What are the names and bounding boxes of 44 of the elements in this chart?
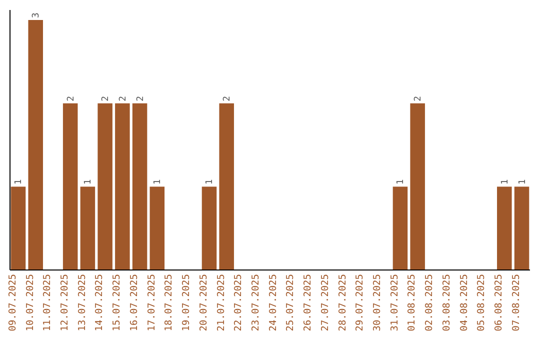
- x-tick-label: 25.07.2025: [285, 274, 296, 332]
- data-label: 1: [518, 179, 528, 185]
- data-label: 2: [414, 96, 424, 102]
- x-tick-label: 07.08.2025: [510, 274, 522, 332]
- x-tick-label: 01.08.2025: [406, 274, 418, 332]
- data-label: 2: [136, 96, 146, 102]
- x-tick-label: 30.07.2025: [372, 274, 384, 332]
- x-tick-label: 20.07.2025: [198, 274, 210, 332]
- data-label: 1: [500, 179, 510, 185]
- x-tick-label: 12.07.2025: [59, 274, 70, 332]
- x-tick-label: 14.07.2025: [94, 274, 106, 332]
- data-label: 2: [66, 96, 76, 102]
- x-tick-label: 11.07.2025: [42, 274, 54, 332]
- x-tick-label: 26.07.2025: [302, 274, 314, 332]
- x-tick-label: 03.08.2025: [441, 274, 452, 332]
- data-label: 1: [153, 179, 164, 185]
- data-label: 1: [14, 179, 24, 185]
- x-tick-label: 19.07.2025: [181, 274, 192, 332]
- x-tick-label: 29.07.2025: [354, 274, 366, 332]
- data-label: 1: [205, 179, 216, 185]
- data-label: 3: [32, 12, 42, 18]
- x-tick-label: 04.08.2025: [458, 274, 470, 332]
- x-tick-label: 16.07.2025: [128, 274, 140, 332]
- x-tick-label: 28.07.2025: [337, 274, 348, 332]
- x-tick-label: 24.07.2025: [268, 274, 279, 332]
- x-tick-label: 18.07.2025: [164, 274, 175, 332]
- data-label: 2: [118, 96, 128, 102]
- data-label: 2: [101, 96, 112, 102]
- x-tick-label: 13.07.2025: [76, 274, 88, 332]
- data-label: 2: [222, 96, 233, 102]
- x-tick-label: 06.08.2025: [494, 274, 505, 332]
- x-tick-label: 10.07.2025: [24, 274, 36, 332]
- x-tick-label: 09.07.2025: [7, 274, 18, 332]
- data-label: 1: [396, 179, 406, 185]
- x-tick-label: 17.07.2025: [146, 274, 158, 332]
- x-tick-label: 02.08.2025: [424, 274, 436, 332]
- x-tick-label: 23.07.2025: [250, 274, 262, 332]
- x-tick-label: 15.07.2025: [112, 274, 123, 332]
- x-tick-label: 27.07.2025: [320, 274, 331, 332]
- data-label: 1: [84, 179, 94, 185]
- x-tick-label: 22.07.2025: [233, 274, 244, 332]
- x-tick-label: 05.08.2025: [476, 274, 488, 332]
- x-tick-label: 21.07.2025: [216, 274, 227, 332]
- x-tick-label: 31.07.2025: [389, 274, 400, 332]
